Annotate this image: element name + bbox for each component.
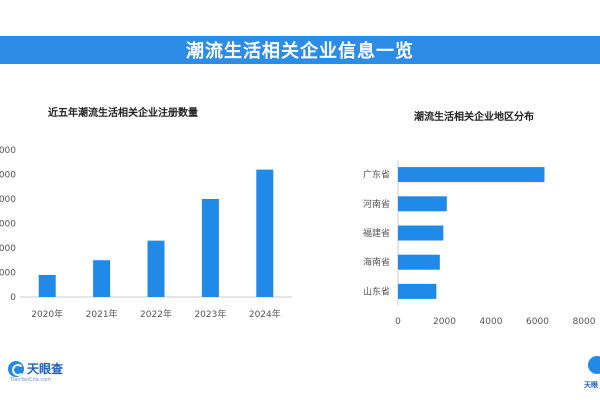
x-tick-label: 4000 xyxy=(480,317,503,327)
bar xyxy=(398,225,444,241)
bar xyxy=(201,199,219,297)
y-tick-label: 6000 xyxy=(0,146,16,156)
x-tick-label: 2023年 xyxy=(194,308,226,320)
x-tick-label: 2022年 xyxy=(140,308,172,320)
y-tick-label: 2000 xyxy=(0,244,16,254)
bar xyxy=(38,274,56,297)
y-tick-label: 广东省 xyxy=(363,169,390,181)
logo-subtitle: TianYanCha.com xyxy=(10,377,52,383)
y-tick-label: 0 xyxy=(10,293,16,303)
y-tick-label: 1000 xyxy=(0,269,16,279)
logo-right-name: 天眼 xyxy=(584,381,598,389)
y-tick-label: 山东省 xyxy=(363,285,390,297)
bar xyxy=(93,260,111,297)
bar xyxy=(398,167,545,183)
tianyancha-logo-right-icon xyxy=(588,356,600,374)
y-tick-label: 3000 xyxy=(0,220,16,230)
x-tick-label: 6000 xyxy=(526,317,549,327)
x-tick-label: 2000 xyxy=(433,317,456,327)
chart-title-registrations: 近五年潮流生活相关企业注册数量 xyxy=(48,108,198,119)
x-tick-label: 2021年 xyxy=(86,308,118,320)
bar xyxy=(398,196,447,212)
chart-title-regions: 潮流生活相关企业地区分布 xyxy=(414,112,534,123)
x-tick-label: 0 xyxy=(395,317,401,327)
y-tick-label: 4000 xyxy=(0,195,16,205)
x-tick-label: 8000 xyxy=(573,317,596,327)
logo-name: 天眼查 xyxy=(27,362,64,376)
bar xyxy=(398,283,437,299)
bar xyxy=(256,169,274,297)
x-tick-label: 2020年 xyxy=(31,308,63,320)
bar xyxy=(147,240,165,297)
y-tick-label: 福建省 xyxy=(363,227,390,239)
y-tick-label: 海南省 xyxy=(363,256,390,268)
page-title: 潮流生活相关企业信息一览 xyxy=(186,41,414,62)
tianyancha-logo: 天眼查 xyxy=(8,360,63,377)
bar xyxy=(398,254,440,270)
header-banner: 潮流生活相关企业信息一览 xyxy=(0,36,600,64)
x-tick-label: 2024年 xyxy=(249,308,281,320)
y-tick-label: 河南省 xyxy=(363,198,390,210)
y-tick-label: 5000 xyxy=(0,171,16,181)
tianyancha-logo-icon xyxy=(8,360,24,377)
